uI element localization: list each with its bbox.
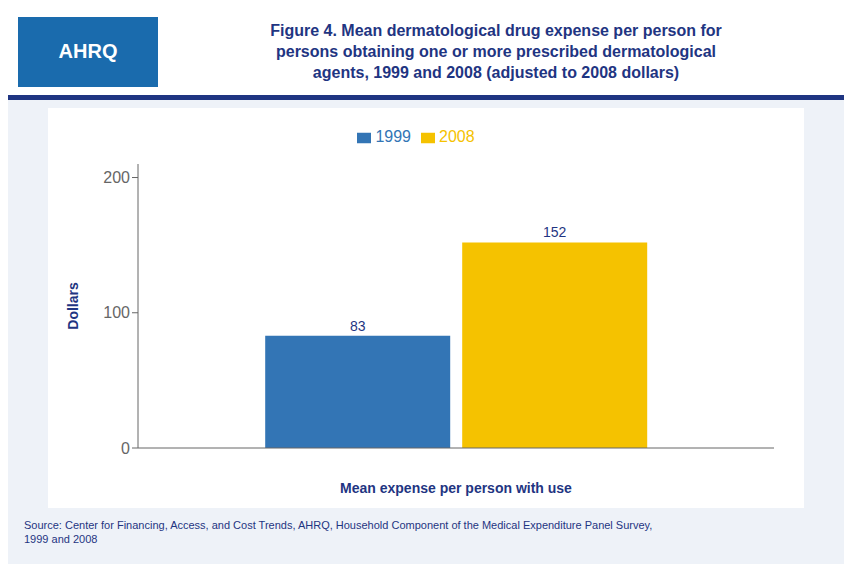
svg-text:152: 152 xyxy=(543,224,567,240)
svg-text:Mean expense per person with u: Mean expense per person with use xyxy=(340,480,572,496)
html-text:2008: 2008 xyxy=(439,128,475,145)
html-text:AHRQ: AHRQ xyxy=(58,40,118,62)
html-text:persons obtaining one or more: persons obtaining one or more prescribed… xyxy=(276,43,716,60)
svg-text:100: 100 xyxy=(103,304,130,321)
svg-text:83: 83 xyxy=(350,318,366,334)
svg-text:Dollars: Dollars xyxy=(65,282,81,330)
html-text:Source: Center for Financing,: Source: Center for Financing, Access, an… xyxy=(24,519,653,531)
html-text:1999: 1999 xyxy=(375,128,411,145)
svg-text:0: 0 xyxy=(121,440,130,457)
html-text:1999 and 2008: 1999 and 2008 xyxy=(24,533,98,545)
html-text:Figure 4. Mean dermatological: Figure 4. Mean dermatological drug expen… xyxy=(270,22,722,39)
svg-text:200: 200 xyxy=(103,169,130,186)
html-text:agents, 1999 and 2008 (adjuste: agents, 1999 and 2008 (adjusted to 2008 … xyxy=(312,64,680,81)
